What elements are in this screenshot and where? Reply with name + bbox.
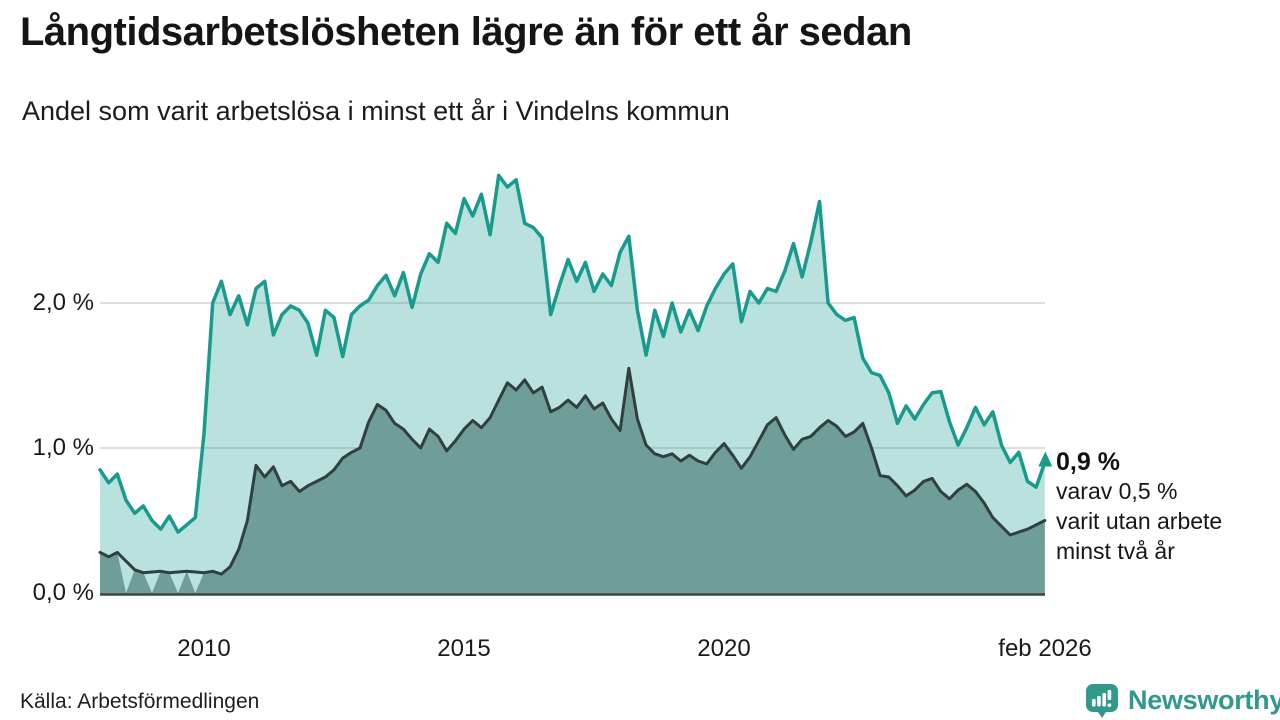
- newsworthy-speech-bubble-chart-icon: [1086, 684, 1118, 718]
- newsworthy-wordmark: Newsworthy: [1128, 684, 1280, 715]
- y-axis-tick-0.0: 0,0 %: [32, 579, 94, 606]
- x-axis-tick-2015: 2015: [437, 635, 491, 662]
- line-series-1: [98, 366, 1047, 576]
- end-value-annotation: 0,9 % varav 0,5 % varit utan arbete mins…: [1056, 448, 1276, 566]
- source-credit: Källa: Arbetsförmedlingen: [20, 690, 260, 713]
- x-axis-tick-2010: 2010: [177, 635, 231, 662]
- end-value-line-1: varav 0,5 %: [1056, 478, 1178, 504]
- chart-subtitle: Andel som varit arbetslösa i minst ett å…: [22, 96, 730, 126]
- area-fill-series-1: [100, 368, 1045, 594]
- x-axis-tick-2020: 2020: [697, 635, 751, 662]
- newsworthy-logo: Newsworthy: [1084, 682, 1280, 718]
- end-value-headline: 0,9 %: [1056, 448, 1120, 476]
- end-value-line-2: varit utan arbete: [1056, 508, 1223, 534]
- trend-end-up-arrow-icon: [1038, 451, 1053, 467]
- end-value-line-3: minst två år: [1056, 538, 1175, 564]
- y-axis-tick-1.0: 1,0 %: [32, 434, 94, 461]
- x-axis-tick-feb-2026: feb 2026: [998, 635, 1092, 662]
- y-axis-tick-2.0: 2,0 %: [32, 289, 94, 316]
- page-title: Långtidsarbetslösheten lägre än för ett …: [20, 10, 912, 54]
- line-series-0: [98, 173, 1047, 534]
